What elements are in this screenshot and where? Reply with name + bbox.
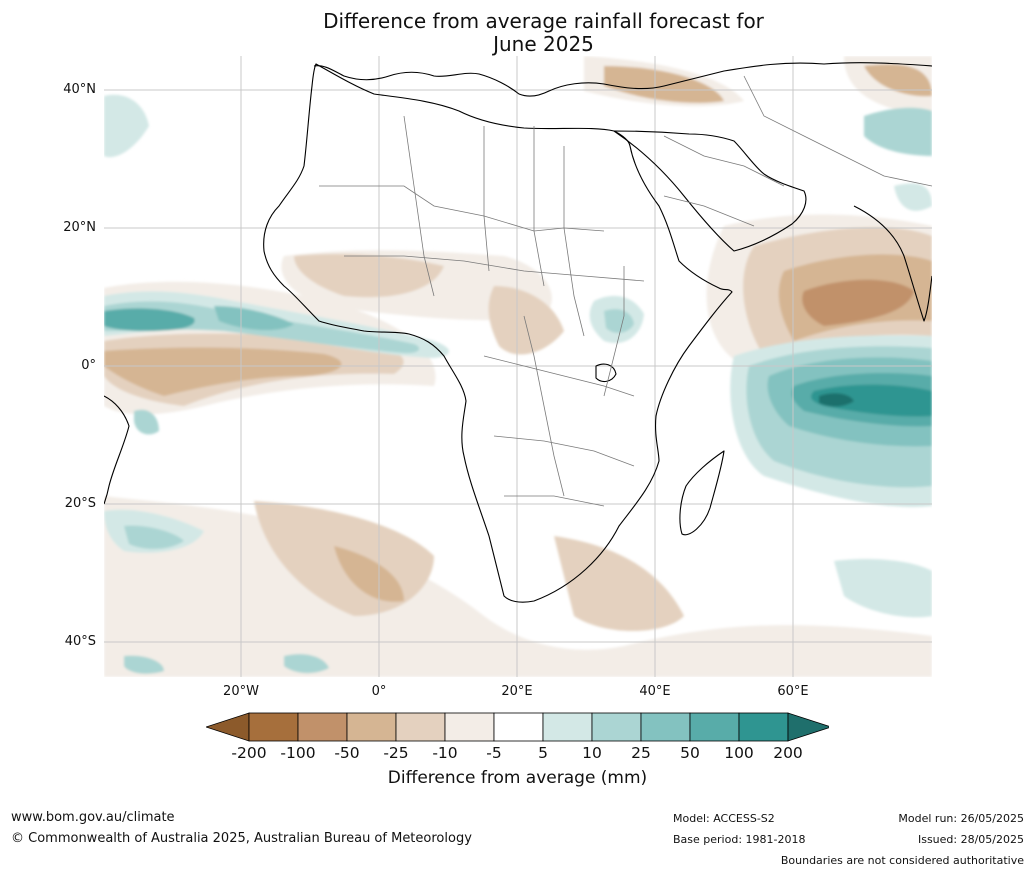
colorbar-segment [493,712,544,742]
map-title-line-2: June 2025 [493,32,594,56]
footer-issued: Issued: 28/05/2025 [917,833,1024,846]
colorbar-segment [444,712,495,742]
footer-copyright: © Commonwealth of Australia 2025, Austra… [11,831,472,846]
lon-label-0: 0° [371,684,387,699]
footer-website: www.bom.gov.au/climate [11,810,175,825]
colorbar-tick-label: 10 [582,744,602,762]
coastlines [104,62,932,603]
colorbar-tick-label: 5 [538,744,548,762]
footer-model: Model: ACCESS-S2 [673,812,775,825]
footer-model-run: Model run: 26/05/2025 [898,812,1024,825]
colorbar-segment [248,712,299,742]
colorbar-segment [591,712,642,742]
colorbar-tick-label: -5 [486,744,502,762]
colorbar-tick-label: -200 [231,744,267,762]
graticule [104,56,932,677]
colorbar [204,711,833,743]
colorbar-tick-label: -50 [334,744,360,762]
colorbar-tick-label: 50 [680,744,700,762]
colorbar-segment [640,712,691,742]
lat-label-0: 0° [81,358,96,373]
colorbar-tick-label: -25 [383,744,409,762]
lon-label-20w: 20°W [223,684,259,699]
lon-label-40e: 40°E [639,684,671,699]
colorbar-tick-label: -10 [432,744,458,762]
lat-label-20s: 20°S [64,496,96,511]
map-title-line-1: Difference from average rainfall forecas… [323,9,764,33]
colorbar-segment [542,712,593,742]
lat-label-40n: 40°N [63,82,96,97]
footer-disclaimer: Boundaries are not considered authoritat… [780,854,1024,867]
colorbar-extend-high [787,712,833,742]
lat-label-40s: 40°S [64,634,96,649]
colorbar-tick-label: 25 [631,744,651,762]
colorbar-segment [738,712,789,742]
rainfall-anomaly-map [104,56,932,677]
colorbar-tick-label: -100 [280,744,316,762]
colorbar-tick-label: 100 [724,744,754,762]
lon-label-60e: 60°E [777,684,809,699]
lon-label-20e: 20°E [501,684,533,699]
colorbar-segment [297,712,348,742]
country-borders [319,75,932,507]
colorbar-extend-low [204,712,250,742]
colorbar-tick-label: 200 [773,744,803,762]
colorbar-segment [395,712,446,742]
lat-label-20n: 20°N [63,220,96,235]
anomaly-shading [104,56,932,677]
footer-base-period: Base period: 1981-2018 [673,833,806,846]
colorbar-title: Difference from average (mm) [387,768,648,788]
colorbar-segment [346,712,397,742]
colorbar-segment [689,712,740,742]
